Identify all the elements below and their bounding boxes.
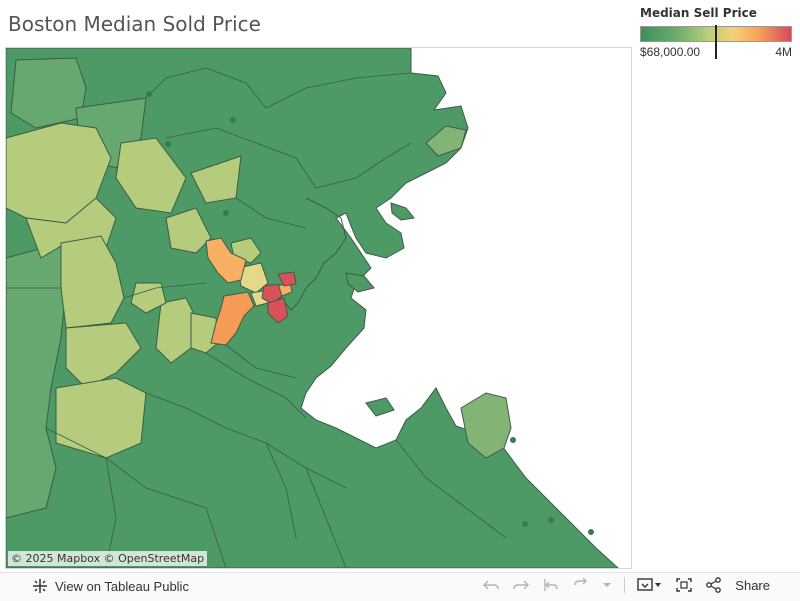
region-yellowgreen-sw — [65, 322, 142, 389]
region-orange-north — [205, 237, 247, 284]
refresh-icon[interactable] — [572, 577, 590, 593]
legend-marker — [715, 25, 717, 59]
fullscreen-icon[interactable] — [675, 577, 693, 593]
island-3 — [365, 397, 395, 417]
download-icon[interactable] — [637, 577, 663, 593]
map-attribution[interactable]: © 2025 Mapbox © OpenStreetMap — [8, 551, 208, 566]
region-yellowgreen-c3 — [165, 207, 212, 254]
map-view[interactable]: © 2025 Mapbox © OpenStreetMap — [5, 47, 632, 569]
legend-min-label: $68,000.00 — [640, 45, 701, 59]
region-east-point — [425, 125, 467, 157]
share-button-label[interactable]: Share — [735, 577, 770, 593]
island-2 — [345, 272, 375, 293]
pause-dropdown-icon[interactable] — [602, 580, 612, 590]
town-markers — [146, 91, 594, 535]
coastline-north — [280, 197, 347, 311]
legend-max-label: 4M — [775, 45, 792, 59]
region-yellowgreen-n — [115, 137, 187, 214]
region-southeast — [460, 392, 512, 459]
region-yellowgreen-s — [55, 377, 147, 459]
island-1 — [390, 202, 415, 221]
map-svg[interactable] — [6, 48, 631, 568]
legend: Median Sell Price $68,000.00 4M — [640, 6, 794, 59]
share-icon[interactable] — [705, 577, 723, 593]
view-on-tableau-label: View on Tableau Public — [55, 578, 189, 594]
toolbar-separator — [624, 577, 626, 593]
legend-title: Median Sell Price — [640, 6, 757, 20]
region-orange-central — [210, 291, 255, 346]
toolbar: View on Tableau Public Share — [0, 572, 800, 601]
redo-icon[interactable] — [512, 577, 530, 593]
region-yellowgreen-w — [60, 235, 125, 329]
undo-icon[interactable] — [482, 577, 500, 593]
view-on-tableau-button[interactable]: View on Tableau Public — [32, 578, 189, 594]
tableau-logo-icon — [32, 578, 48, 594]
region-nw — [10, 57, 87, 129]
region-yellowgreen-c4 — [130, 282, 167, 314]
legend-color-scale — [640, 25, 792, 59]
page-title: Boston Median Sold Price — [8, 12, 261, 36]
revert-icon[interactable] — [542, 577, 560, 593]
region-lightyellow-1 — [237, 262, 269, 294]
region-red-beaconhill — [277, 271, 297, 287]
region-red-southend — [267, 297, 289, 324]
